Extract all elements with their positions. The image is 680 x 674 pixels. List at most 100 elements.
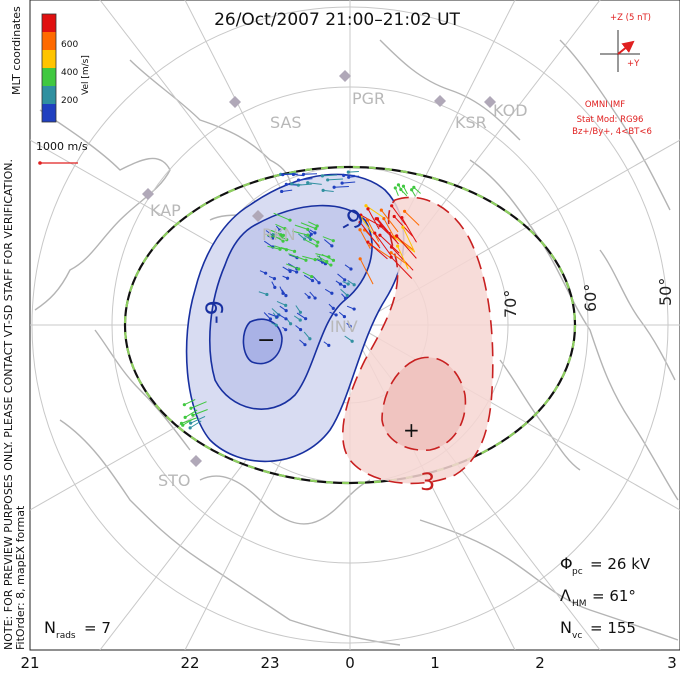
potential-max-marker: + <box>403 418 420 442</box>
velocity-vector-origin <box>343 296 348 300</box>
velocity-vector-origin <box>331 306 335 310</box>
velocity-vector-origin <box>350 339 354 343</box>
velocity-vector-origin <box>281 173 285 177</box>
imf-z-label: +Z (5 nT) <box>610 13 651 23</box>
mlt-tick-0: 0 <box>345 654 355 672</box>
velocity-vector-origin <box>308 337 312 341</box>
velocity-vector <box>275 223 286 230</box>
velocity-vector-origin <box>285 238 289 242</box>
velocity-vector-origin <box>403 209 407 213</box>
velocity-colorbar: 600 400 200 Vel [m/s] <box>41 13 91 123</box>
radar-marker-pgr <box>339 70 351 82</box>
velocity-vector <box>291 183 302 186</box>
velocity-vector <box>342 181 356 184</box>
velocity-vector <box>359 222 381 249</box>
stat-vector-count: N vc = 155 <box>560 618 636 641</box>
velocity-vector <box>390 256 413 279</box>
velocity-vector-origin <box>352 283 356 287</box>
velocity-vector <box>303 274 313 282</box>
velocity-vector-origin <box>296 178 301 182</box>
velocity-vector-origin <box>268 317 273 321</box>
colorbar-tick-600: 600 <box>61 40 78 50</box>
velocity-vector-origin <box>366 240 370 244</box>
radar-marker-sto <box>190 455 202 467</box>
velocity-vector-origin <box>331 239 335 243</box>
velocity-vector <box>374 232 393 258</box>
svg-text:= 155: = 155 <box>590 619 636 637</box>
colorbar-title: Vel [m/s] <box>81 55 91 95</box>
velocity-vector-origin <box>338 282 343 286</box>
imf-source: OMNI IMF <box>585 100 625 110</box>
velocity-vector <box>322 236 334 242</box>
velocity-vector <box>397 245 409 270</box>
velocity-vector <box>277 313 287 320</box>
mlt-coords-label: MLT coordinates <box>10 6 23 95</box>
velocity-vector <box>298 178 313 181</box>
velocity-vector-origin <box>379 208 383 212</box>
velocity-vector <box>380 209 399 233</box>
velocity-vector <box>190 415 206 424</box>
velocity-vector <box>321 253 334 261</box>
hm-boundary <box>123 165 577 485</box>
velocity-vector-origin <box>191 413 195 417</box>
velocity-vector <box>296 312 306 320</box>
velocity-vector <box>267 245 281 250</box>
velocity-vector-origin <box>272 276 277 281</box>
velocity-vector-origin <box>330 244 334 248</box>
velocity-vector <box>306 235 319 243</box>
velocity-vector-origin <box>349 267 353 271</box>
velocity-vector-origin <box>284 303 288 307</box>
velocity-vector <box>264 240 274 248</box>
velocity-vector <box>377 218 399 245</box>
svg-text:= 26 kV: = 26 kV <box>590 555 651 573</box>
map-title: 26/Oct/2007 21:00–21:02 UT <box>214 10 460 30</box>
velocity-vector-origin <box>321 188 325 192</box>
velocity-vector <box>192 409 208 416</box>
velocity-vector <box>181 417 198 424</box>
velocity-vector-origin <box>189 421 193 425</box>
velocity-vector <box>184 409 198 418</box>
velocity-vector-origin <box>326 178 330 182</box>
radar-label-sas: SAS <box>270 113 302 132</box>
velocity-vector-origin <box>329 263 333 267</box>
velocity-vector-origin <box>265 292 269 297</box>
velocity-vector-origin <box>395 244 400 248</box>
velocity-vector-origin <box>348 324 352 328</box>
velocity-vector <box>300 222 316 230</box>
velocity-vector-origin <box>315 244 319 248</box>
svg-text:Φ: Φ <box>560 554 573 573</box>
velocity-vector-origin <box>292 249 297 253</box>
velocity-vector-origin <box>382 217 386 221</box>
velocity-vector-origin <box>274 323 278 327</box>
velocity-vector <box>334 185 349 188</box>
radar-label-sto: STO <box>158 471 191 490</box>
velocity-vector-origin <box>366 207 370 211</box>
velocity-vector-origin <box>364 204 368 208</box>
velocity-vector-origin <box>303 343 307 347</box>
velocity-vector-origin <box>298 318 302 322</box>
radar-label-inv: INV <box>330 317 358 336</box>
velocity-vector <box>367 241 388 260</box>
radar-marker-kap <box>142 188 154 200</box>
velocity-vector-origin <box>288 322 293 326</box>
velocity-vector-origin <box>334 313 338 317</box>
radar-label-ksr: KSR <box>455 113 487 132</box>
velocity-vector <box>274 245 287 251</box>
velocity-vector-origin <box>410 188 414 192</box>
velocity-vector-origin <box>346 170 350 174</box>
velocity-vector-origin <box>373 231 377 235</box>
mlt-tick-2: 2 <box>535 654 545 672</box>
velocity-vector-origin <box>309 232 313 236</box>
svg-text:= 61°: = 61° <box>592 587 636 605</box>
velocity-vector <box>303 173 318 175</box>
velocity-vector <box>189 420 202 429</box>
radar-marker-rkn <box>252 210 264 222</box>
velocity-vector-origin <box>342 315 347 319</box>
radar-label-rkn: RKN <box>262 225 296 244</box>
velocity-vector-origin <box>347 175 351 179</box>
velocity-vector <box>291 230 309 236</box>
velocity-vector <box>367 208 380 230</box>
velocity-scale-label: 1000 m/s <box>36 140 88 153</box>
velocity-vector-origin <box>281 291 285 295</box>
velocity-vector-origin <box>273 285 277 289</box>
